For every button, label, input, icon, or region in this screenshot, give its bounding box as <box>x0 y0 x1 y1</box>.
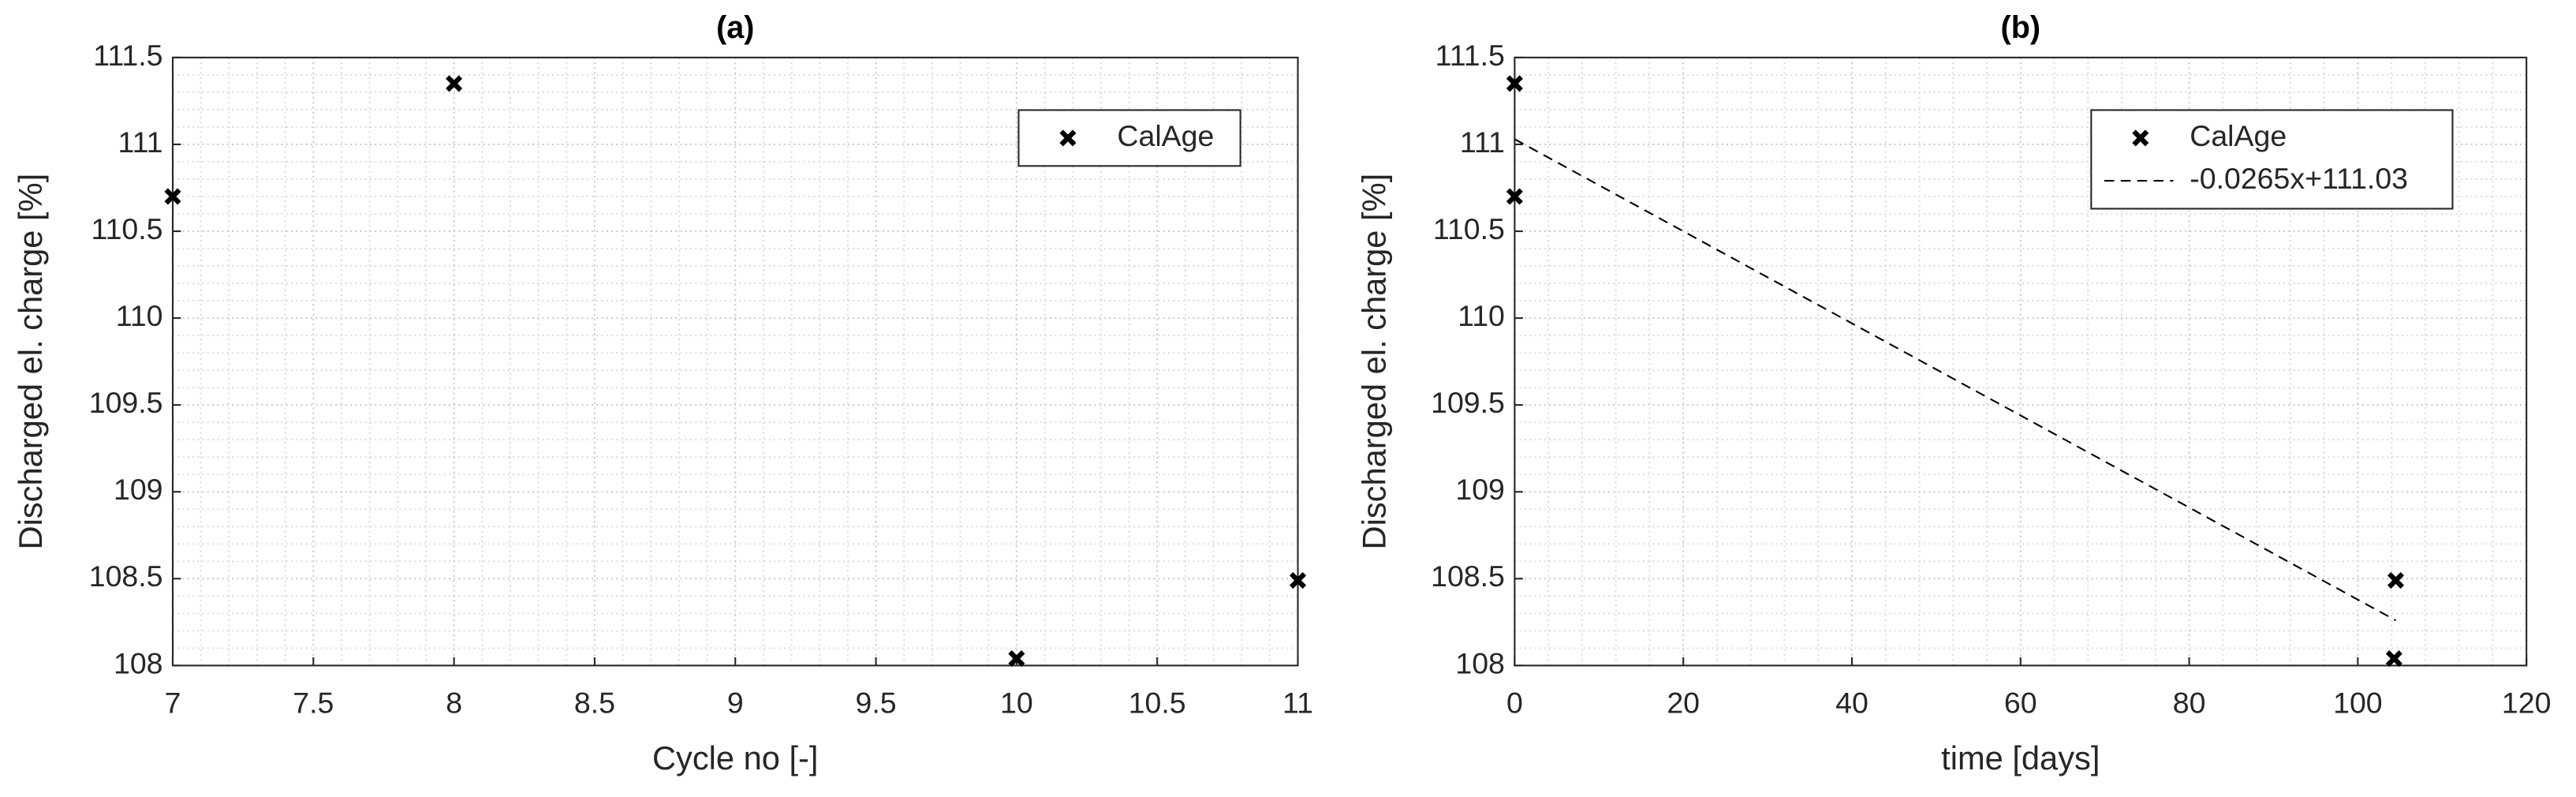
marker <box>1506 188 1523 205</box>
y-tick-label: 108 <box>114 646 163 679</box>
y-tick-label: 109 <box>1455 473 1505 506</box>
x-tick-label: 9 <box>727 686 744 719</box>
fit-line <box>1514 138 2396 622</box>
y-tick-label: 111 <box>118 125 163 159</box>
y-tick-label: 111.5 <box>93 39 162 72</box>
marker <box>1289 571 1307 589</box>
x-tick-label: 7.5 <box>293 686 334 719</box>
y-axis-label: Discharged el. charge [%] <box>12 174 49 550</box>
legend-box <box>2090 109 2454 210</box>
chart-title: (a) <box>716 10 754 45</box>
y-tick-label: 109.5 <box>1431 386 1505 419</box>
y-tick-label: 109.5 <box>89 386 163 419</box>
marker <box>1008 650 1025 668</box>
x-tick-label: 7 <box>165 686 181 719</box>
y-tick-label: 111 <box>1460 125 1505 159</box>
x-tick-label: 8.5 <box>574 686 615 719</box>
y-axis-label: Discharged el. charge [%] <box>1355 174 1392 550</box>
legend-label: CalAge <box>1117 119 1214 152</box>
x-tick-label: 20 <box>1667 686 1700 719</box>
x-tick-label: 9.5 <box>856 686 897 719</box>
y-tick-label: 108.5 <box>1431 559 1505 593</box>
x-tick-label: 10.5 <box>1129 686 1186 719</box>
y-tick-label: 110 <box>1458 299 1505 332</box>
marker <box>2385 650 2402 668</box>
x-tick-label: 100 <box>2333 686 2383 719</box>
y-tick-label: 110.5 <box>91 212 163 245</box>
marker <box>164 188 181 205</box>
plot-frame <box>1514 56 2528 667</box>
marker <box>1506 75 1523 92</box>
x-tick-label: 80 <box>2173 686 2206 719</box>
x-tick-label: 8 <box>446 686 462 719</box>
x-tick-label: 60 <box>2004 686 2037 719</box>
x-tick-label: 0 <box>1506 686 1523 719</box>
legend-label: -0.0265x+111.03 <box>2190 162 2408 195</box>
marker <box>446 75 463 92</box>
y-tick-label: 110 <box>116 299 163 332</box>
legend-marker <box>1059 129 1077 147</box>
y-tick-label: 108.5 <box>89 559 163 593</box>
x-axis-label: time [days] <box>1941 739 2100 776</box>
legend-marker <box>2132 129 2149 147</box>
legend-label: CalAge <box>2190 119 2287 152</box>
chart-title: (b) <box>2001 10 2041 45</box>
x-tick-label: 11 <box>1282 686 1313 719</box>
plot-frame <box>171 56 1299 667</box>
x-tick-label: 120 <box>2502 686 2552 719</box>
marker <box>2387 571 2405 589</box>
y-tick-label: 111.5 <box>1435 39 1505 72</box>
x-tick-label: 40 <box>1835 686 1869 719</box>
y-tick-label: 108 <box>1455 646 1505 679</box>
y-tick-label: 110.5 <box>1433 212 1505 245</box>
legend-box <box>1017 109 1241 167</box>
x-tick-label: 10 <box>1000 686 1033 719</box>
x-axis-label: Cycle no [-] <box>652 739 819 776</box>
y-tick-label: 109 <box>114 473 163 506</box>
